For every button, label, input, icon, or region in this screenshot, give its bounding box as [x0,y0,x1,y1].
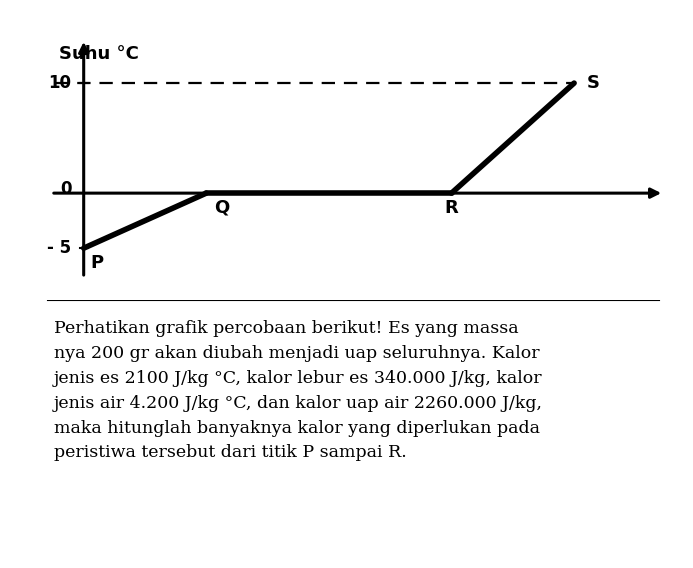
Text: 10: 10 [49,74,71,92]
Text: 0: 0 [60,179,71,198]
Text: P: P [90,254,103,272]
Text: S: S [586,74,599,92]
Text: Suhu °C: Suhu °C [59,44,139,62]
Text: R: R [445,199,458,216]
Text: - 5: - 5 [47,239,71,257]
Text: Q: Q [214,199,229,216]
Text: Perhatikan grafik percobaan berikut! Es yang massa
nya 200 gr akan diubah menjad: Perhatikan grafik percobaan berikut! Es … [54,320,543,461]
